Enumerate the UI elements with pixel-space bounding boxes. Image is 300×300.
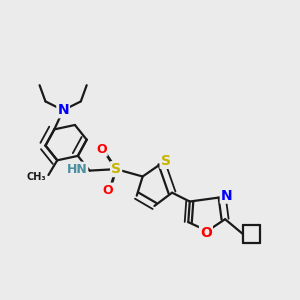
Text: O: O xyxy=(96,142,107,156)
Text: N: N xyxy=(221,189,232,202)
Text: CH₃: CH₃ xyxy=(26,172,46,182)
Text: HN: HN xyxy=(67,163,87,176)
Text: S: S xyxy=(111,162,121,176)
Text: S: S xyxy=(160,154,171,168)
Text: O: O xyxy=(200,226,212,240)
Text: N: N xyxy=(57,103,69,117)
Text: O: O xyxy=(103,184,113,196)
